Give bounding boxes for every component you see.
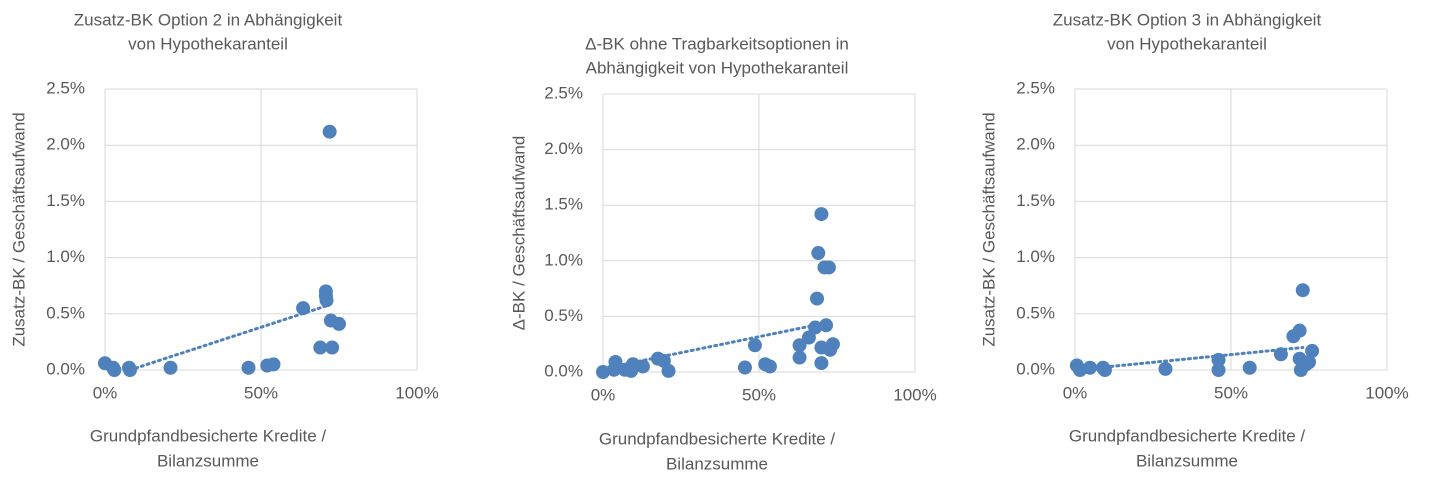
x-tick-label: 50% [244,383,278,402]
y-tick-label: 0.5% [46,303,85,322]
point [1242,360,1257,375]
y-tick-label: 0.5% [544,306,583,325]
point [322,124,337,139]
y-axis-label: Zusatz-BK / Geschäftsaufwand [9,112,28,346]
point [825,337,840,352]
chart-title: von Hypothekaranteil [1107,34,1267,53]
point [1082,360,1097,375]
point [635,359,650,374]
chart-title: Zusatz-BK Option 3 in Abhängigkeit [1053,10,1322,29]
point [801,330,816,345]
point [1302,355,1316,370]
point [819,318,834,333]
x-axis-label: Bilanzsumme [1136,451,1238,470]
point [814,356,829,371]
y-tick-label: 1.5% [544,195,583,214]
point [319,293,334,308]
x-axis-label: Grundpfandbesicherte Kredite / [1069,426,1306,445]
point [811,246,826,261]
point [122,360,137,375]
x-tick-label: 0% [1063,383,1088,402]
point [762,359,777,374]
point [661,363,676,378]
point [332,316,346,331]
trendline [128,303,332,372]
x-tick-label: 100% [893,385,936,404]
x-tick-label: 0% [591,385,616,404]
point [821,260,836,275]
point [792,338,807,353]
trendline [1073,346,1305,372]
chart-title: Abhängigkeit von Hypothekaranteil [586,58,849,77]
point [810,291,825,306]
point [1273,347,1288,362]
y-tick-label: 1.0% [1016,247,1055,266]
point [792,350,807,365]
point [266,357,281,372]
y-tick-label: 2.0% [46,135,85,154]
y-axis-label: Δ-BK / Geschäftsaufwand [509,136,528,331]
point [325,340,340,355]
point [163,360,178,375]
point [1211,363,1226,377]
y-tick-label: 1.5% [1016,191,1055,210]
x-axis-label: Grundpfandbesicherte Kredite / [599,429,836,448]
x-axis-label: Bilanzsumme [666,454,768,473]
point [296,301,311,316]
y-tick-label: 0.0% [1016,359,1055,378]
point [624,363,639,378]
x-axis-label: Bilanzsumme [157,451,259,470]
y-tick-label: 0.5% [1016,303,1055,322]
y-tick-label: 1.5% [46,191,85,210]
y-tick-label: 2.0% [544,139,583,158]
point [241,360,256,375]
point [737,360,752,375]
y-tick-label: 2.5% [46,78,85,97]
point [1097,363,1112,377]
chart-title: Δ-BK ohne Tragbarkeitsoptionen in [585,34,849,53]
point [1295,283,1310,298]
x-axis-label: Grundpfandbesicherte Kredite / [90,426,327,445]
point [107,363,122,377]
y-tick-label: 2.0% [1016,135,1055,154]
y-axis-label: Zusatz-BK / Geschäftsaufwand [979,112,998,346]
point [1211,352,1226,367]
y-tick-label: 1.0% [46,247,85,266]
point [747,338,762,353]
x-tick-label: 100% [1365,383,1408,402]
chart-title: von Hypothekaranteil [128,34,288,53]
x-tick-label: 50% [1214,383,1248,402]
point [606,362,621,377]
y-tick-label: 1.0% [544,250,583,269]
point [814,207,829,222]
point [808,320,823,335]
point [1158,361,1173,376]
y-tick-label: 2.5% [544,83,583,102]
point [596,365,610,379]
point [1305,343,1320,358]
point [313,340,328,355]
chart-title: Zusatz-BK Option 2 in Abhängigkeit [74,10,343,29]
y-tick-label: 0.0% [46,359,85,378]
y-tick-label: 2.5% [1016,78,1055,97]
point [1292,323,1307,338]
x-tick-label: 50% [742,385,776,404]
x-tick-label: 100% [395,383,438,402]
x-tick-label: 0% [93,383,118,402]
y-tick-label: 0.0% [544,361,583,380]
